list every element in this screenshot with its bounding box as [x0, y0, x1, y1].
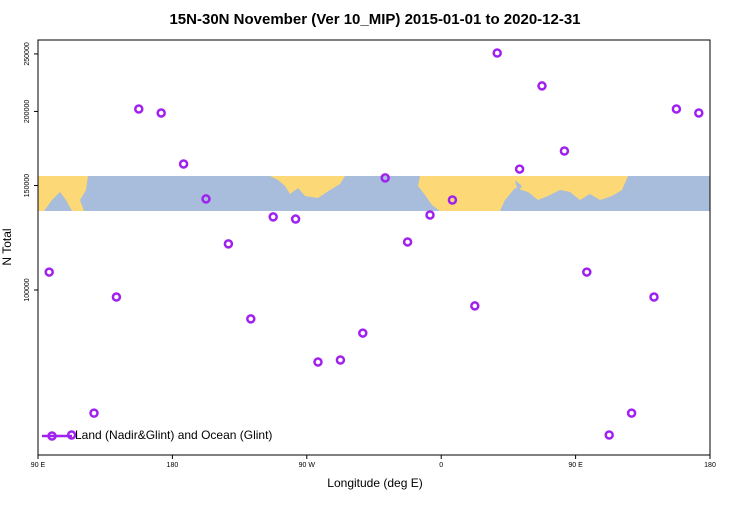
point [582, 267, 592, 277]
x-tick-label: 0 [439, 462, 443, 469]
x-tick-label: 90 W [299, 462, 316, 469]
legend-marker [47, 431, 57, 441]
point [223, 239, 234, 249]
point [134, 104, 144, 114]
point [335, 355, 346, 365]
point [537, 81, 547, 91]
point [380, 173, 390, 183]
point [514, 164, 525, 174]
chart-title: 15N-30N November (Ver 10_MIP) 2015-01-01… [169, 11, 580, 28]
y-axis-label: N Total [0, 228, 14, 265]
point [89, 408, 99, 418]
point [268, 212, 278, 222]
point [649, 292, 659, 302]
point [178, 159, 189, 169]
point [156, 108, 166, 118]
point [246, 314, 256, 324]
point [201, 194, 211, 204]
x-tick-label: 180 [167, 462, 179, 469]
point [290, 214, 301, 224]
plot-frame [37, 39, 711, 456]
point [402, 237, 413, 247]
point [111, 292, 122, 302]
point [313, 357, 323, 367]
x-tick-label: 90 E [568, 462, 583, 469]
point [358, 328, 368, 338]
point [694, 108, 704, 118]
point [44, 267, 54, 277]
x-tick-label: 180 [704, 462, 716, 469]
point [447, 195, 458, 205]
point [559, 146, 570, 156]
legend-label: Land (Nadir&Glint) and Ocean (Glint) [75, 428, 272, 442]
point [671, 104, 682, 114]
x-axis-label: Longitude (deg E) [327, 476, 422, 490]
point [604, 430, 614, 440]
y-tick-label: 100000 [24, 278, 31, 301]
point [425, 210, 435, 220]
point [492, 48, 502, 58]
map-strip [38, 176, 710, 211]
x-tick-label: 90 E [31, 462, 46, 469]
y-tick-label: 200000 [24, 100, 31, 123]
y-tick-label: 250000 [24, 42, 31, 65]
point [626, 408, 637, 418]
y-tick-label: 150000 [24, 174, 31, 197]
point [470, 301, 480, 311]
